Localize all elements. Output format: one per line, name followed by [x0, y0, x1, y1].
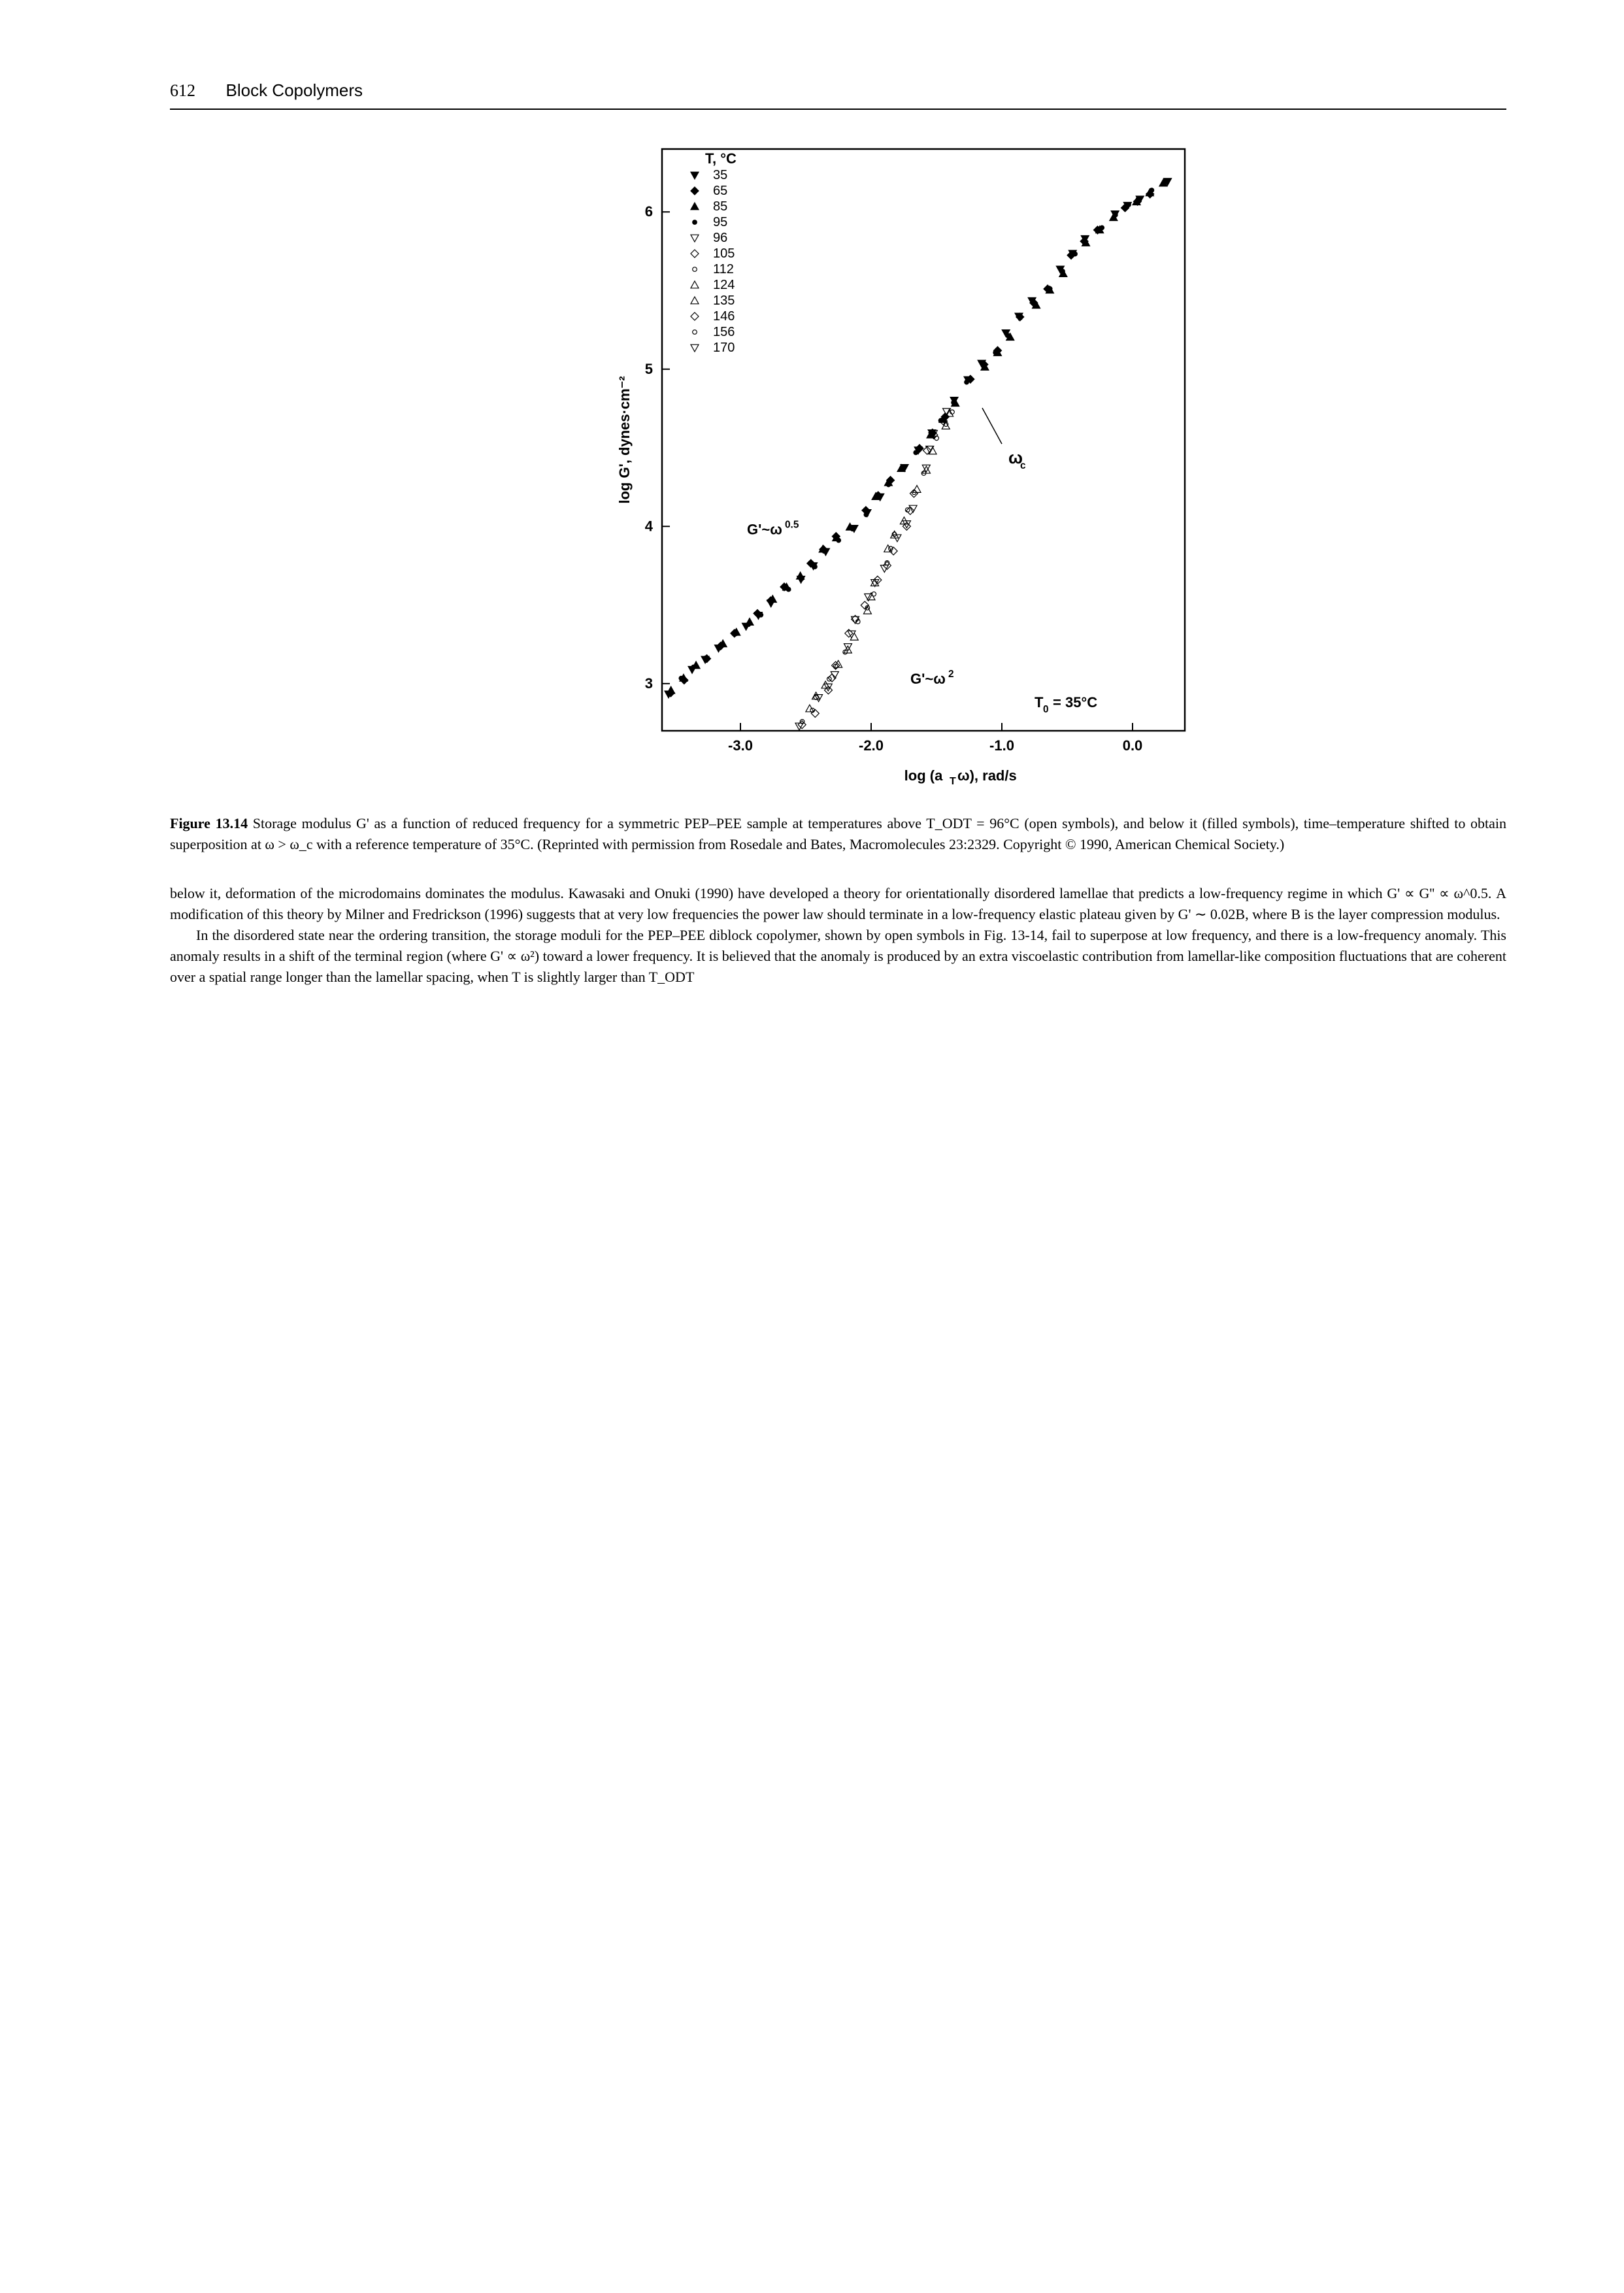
- svg-text:ω), rad/s: ω), rad/s: [957, 767, 1017, 784]
- page-number: 612: [170, 81, 195, 100]
- svg-text:35: 35: [713, 168, 727, 182]
- chapter-title: Block Copolymers: [226, 80, 363, 100]
- svg-text:0.0: 0.0: [1122, 737, 1142, 754]
- svg-text:4: 4: [644, 518, 653, 534]
- svg-text:156: 156: [713, 325, 735, 339]
- svg-text:-1.0: -1.0: [989, 737, 1014, 754]
- svg-text:105: 105: [713, 246, 735, 261]
- svg-text:T: T: [1035, 694, 1044, 711]
- figure-13-14: -3.0 -2.0 -1.0 0.0 3 4 5 6 log (a Tω), rad/s log G…: [479, 136, 1198, 790]
- body-para-2: In the disordered state near the orderin…: [170, 925, 1506, 988]
- svg-text:-3.0: -3.0: [728, 737, 753, 754]
- figure-caption: Figure 13.14 Storage modulus G' as a fun…: [170, 813, 1506, 855]
- svg-text:G'~ω: G'~ω: [747, 521, 782, 537]
- svg-text:95: 95: [713, 215, 727, 229]
- svg-text:0: 0: [1043, 704, 1049, 715]
- svg-text:85: 85: [713, 199, 727, 214]
- svg-text:T: T: [950, 776, 956, 787]
- svg-text:-2.0: -2.0: [859, 737, 884, 754]
- svg-text:0.5: 0.5: [785, 519, 799, 530]
- svg-text:T, °C: T, °C: [705, 150, 737, 167]
- svg-text:= 35°C: = 35°C: [1053, 694, 1097, 711]
- svg-text:c: c: [1020, 460, 1026, 471]
- svg-text:112: 112: [713, 262, 734, 276]
- svg-text:log (a: log (a: [904, 767, 942, 784]
- svg-text:96: 96: [713, 231, 727, 245]
- svg-text:5: 5: [644, 360, 652, 377]
- svg-text:log G', dynes·cm⁻²: log G', dynes·cm⁻²: [616, 376, 633, 503]
- svg-text:135: 135: [713, 293, 735, 308]
- svg-text:65: 65: [713, 184, 727, 198]
- body-para-1: below it, deformation of the microdomain…: [170, 883, 1506, 925]
- svg-text:170: 170: [713, 341, 735, 355]
- page-header: 612 Block Copolymers: [170, 78, 1506, 110]
- svg-text:2: 2: [948, 669, 954, 680]
- chart-svg: -3.0 -2.0 -1.0 0.0 3 4 5 6 log (a Tω), rad/s log G…: [610, 136, 1198, 790]
- svg-text:6: 6: [644, 203, 652, 220]
- svg-text:146: 146: [713, 309, 735, 324]
- caption-text: Storage modulus G' as a function of redu…: [170, 815, 1506, 852]
- svg-text:G'~ω: G'~ω: [910, 671, 946, 687]
- svg-text:124: 124: [713, 278, 735, 292]
- caption-lead: Figure 13.14: [170, 815, 248, 831]
- svg-text:3: 3: [644, 675, 652, 692]
